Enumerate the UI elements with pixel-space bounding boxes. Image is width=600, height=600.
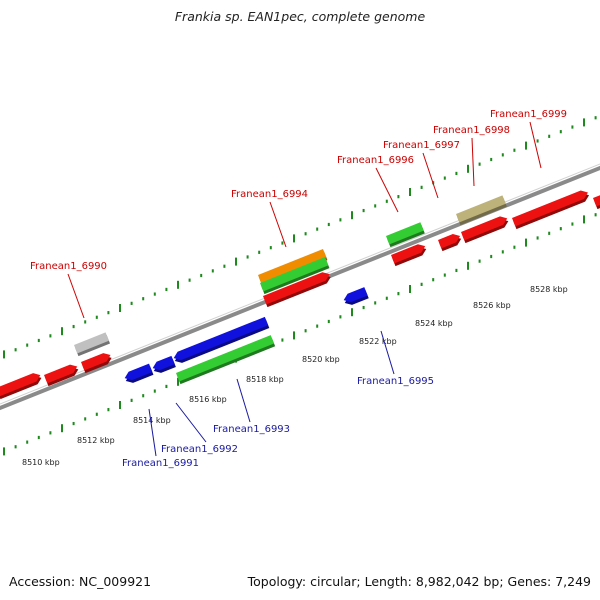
label-leader-line [471,137,475,187]
accession-text: Accession: NC_009921 [9,574,152,589]
feature-green[interactable] [260,257,330,295]
gene-forward[interactable] [461,214,510,244]
tick-label-8514: 8514 kbp [133,416,171,425]
label-leader-line [529,121,542,169]
feature-khaki[interactable] [456,195,507,226]
gene-label-top[interactable]: Franean1_6994 [231,189,308,200]
tick-label-8518: 8518 kbp [246,375,284,384]
tick-label-8524: 8524 kbp [415,319,453,328]
gene-label-top[interactable]: Franean1_6996 [337,155,414,166]
gene-reverse[interactable] [151,355,176,375]
tick-label-8520: 8520 kbp [302,355,340,364]
genome-summary-text: Topology: circular; Length: 8,982,042 bp… [247,574,591,589]
gene-forward[interactable] [0,371,43,400]
label-leader-line [236,378,251,423]
label-leader-line [375,167,399,213]
gene-label-bottom[interactable]: Franean1_6992 [161,444,238,455]
gene-forward[interactable] [263,270,332,308]
tick-label-8512: 8512 kbp [77,436,115,445]
label-leader-line [269,201,287,248]
feature-green[interactable] [386,222,425,248]
feature-grey[interactable] [74,332,111,357]
tick-label-8516: 8516 kbp [189,395,227,404]
label-leader-line [67,273,85,319]
label-leader-line [380,330,395,375]
label-leader-line [175,402,207,443]
gene-reverse[interactable] [123,363,154,386]
tick-label-8510: 8510 kbp [22,458,60,467]
feature-green-lower[interactable] [176,335,276,385]
gene-label-bottom[interactable]: Franean1_6991 [122,458,199,469]
gene-forward[interactable] [438,232,463,252]
gene-reverse[interactable] [172,316,270,365]
gene-label-top[interactable]: Franean1_6990 [30,261,107,272]
label-leader-line [422,152,439,199]
gene-label-bottom[interactable]: Franean1_6995 [357,376,434,387]
gene-forward[interactable] [81,351,113,374]
tick-label-8528: 8528 kbp [530,285,568,294]
tick-label-8526: 8526 kbp [473,301,511,310]
gene-label-top[interactable]: Franean1_6998 [433,125,510,136]
gene-forward[interactable] [44,362,80,387]
gene-forward[interactable] [593,192,600,210]
gene-label-top[interactable]: Franean1_6999 [490,109,567,120]
gene-label-bottom[interactable]: Franean1_6993 [213,424,290,435]
map-title: Frankia sp. EAN1pec, complete genome [174,9,426,24]
tick-label-8522: 8522 kbp [359,337,397,346]
gene-forward[interactable] [391,242,428,267]
gene-forward[interactable] [512,188,591,230]
label-leader-line [148,408,157,457]
gene-label-top[interactable]: Franean1_6997 [383,140,460,151]
gene-reverse[interactable] [342,287,369,307]
